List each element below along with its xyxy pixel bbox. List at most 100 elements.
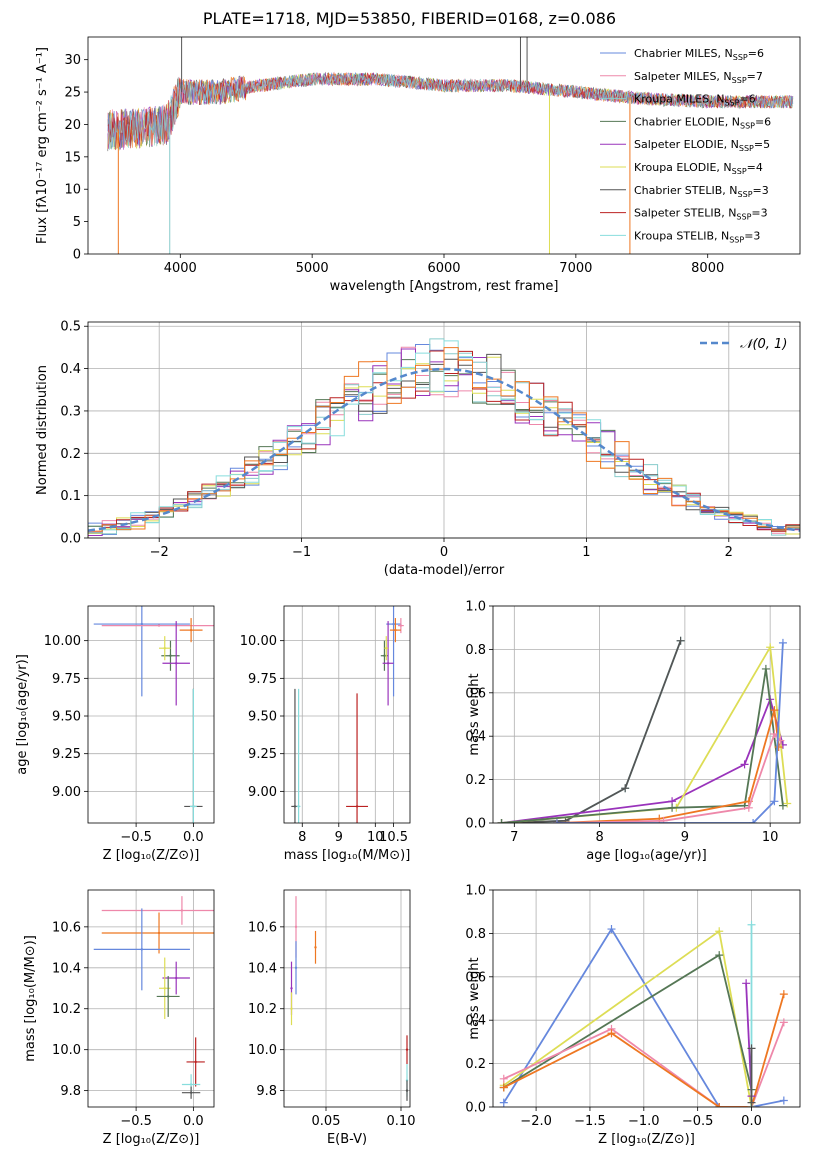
x-tick-label: 0.05 bbox=[312, 1114, 341, 1129]
y-tick-label: 10.0 bbox=[248, 1043, 277, 1058]
plus-marker bbox=[744, 803, 753, 812]
plus-marker bbox=[499, 1083, 508, 1092]
weight-series bbox=[497, 636, 685, 823]
data-point bbox=[140, 948, 144, 951]
x-tick-label: 10.5 bbox=[379, 830, 408, 845]
data-point bbox=[189, 628, 193, 632]
legend-entry: Salpeter ELODIE, NSSP=5 bbox=[634, 138, 770, 153]
x-axis-label: E(B-V) bbox=[327, 1132, 367, 1147]
plus-marker bbox=[740, 760, 749, 769]
errorbar-point bbox=[405, 1080, 409, 1101]
y-tick-label: 0.0 bbox=[465, 1101, 486, 1116]
data-point bbox=[386, 662, 390, 665]
y-tick-label: 1.0 bbox=[465, 884, 486, 899]
x-tick-label: 9 bbox=[335, 830, 343, 845]
data-point bbox=[163, 987, 166, 990]
errorbar-point bbox=[101, 912, 214, 954]
data-point bbox=[290, 987, 293, 990]
x-tick-label: 4000 bbox=[164, 261, 197, 276]
plus-marker bbox=[778, 801, 787, 810]
y-tick-label: 0.6 bbox=[465, 686, 486, 701]
errorbar-point bbox=[296, 688, 301, 823]
x-tick-label: −0.5 bbox=[682, 1114, 714, 1129]
y-tick-label: 10.4 bbox=[248, 961, 277, 976]
data-point bbox=[169, 654, 172, 657]
plus-marker bbox=[499, 1074, 508, 1083]
x-tick-label: −1.0 bbox=[628, 1114, 660, 1129]
errorbar-point bbox=[186, 1037, 205, 1087]
plus-marker bbox=[499, 1098, 508, 1107]
mass_vs_Z-plot-area bbox=[93, 896, 214, 1099]
plus-marker bbox=[668, 803, 677, 812]
y-tick-label: 9.50 bbox=[52, 710, 81, 725]
x-axis-label: Z [log₁₀(Z/Z⊙)] bbox=[598, 1132, 695, 1147]
age_vs_Z-plot-area bbox=[93, 606, 214, 823]
y-tick-label: 5 bbox=[73, 215, 81, 230]
data-point bbox=[293, 805, 297, 808]
legend-entry: Kroupa MILES, NSSP=6 bbox=[634, 93, 756, 108]
data-point bbox=[175, 662, 178, 665]
data-point bbox=[385, 646, 388, 650]
plus-marker bbox=[676, 636, 685, 645]
data-point bbox=[163, 646, 166, 650]
y-tick-label: 15 bbox=[64, 150, 81, 165]
normal-curve bbox=[88, 367, 800, 532]
series-line bbox=[501, 640, 682, 823]
y-tick-label: 30 bbox=[64, 53, 81, 68]
plus-marker bbox=[778, 638, 787, 647]
plus-marker bbox=[607, 1029, 616, 1038]
errorbar-point bbox=[290, 992, 293, 1026]
x-tick-label: 0.0 bbox=[183, 1114, 204, 1129]
y-tick-label: 9.25 bbox=[248, 747, 277, 762]
data-point bbox=[394, 628, 397, 632]
y-axis-label: Flux [fλ10⁻¹⁷ erg cm⁻² s⁻¹ A⁻¹] bbox=[35, 47, 50, 244]
errorbar-point bbox=[156, 975, 180, 1017]
y-tick-label: 0.2 bbox=[465, 773, 486, 788]
x-tick-label: −2.0 bbox=[520, 1114, 552, 1129]
x-axis-label: mass [log₁₀(M/M⊙)] bbox=[284, 848, 411, 863]
errorbar-point bbox=[386, 606, 401, 697]
y-tick-label: 0.8 bbox=[465, 927, 486, 942]
x-tick-label: 10 bbox=[762, 830, 779, 845]
data-point bbox=[355, 805, 359, 808]
y-tick-label: 25 bbox=[64, 86, 81, 101]
y-tick-label: 9.50 bbox=[248, 710, 277, 725]
y-axis-label: mass weight bbox=[467, 673, 482, 755]
data-point bbox=[294, 966, 298, 969]
y-tick-label: 9.8 bbox=[60, 1084, 81, 1099]
errorbar-point bbox=[101, 624, 214, 627]
data-point bbox=[192, 805, 195, 808]
legend-entry: 𝒩(0, 1) bbox=[740, 337, 787, 352]
series-line bbox=[557, 642, 784, 823]
y-tick-label: 9.25 bbox=[52, 747, 81, 762]
data-point bbox=[189, 1083, 193, 1086]
weight_vs_age-panel: 7 8 9 10 0.0 0.2 0.4 0.6 0.8 1.0 age [log₁₀(age/yr… bbox=[465, 600, 801, 863]
errorbar-point bbox=[161, 640, 180, 671]
errorbar-point bbox=[382, 621, 394, 706]
weight-series bbox=[497, 664, 787, 823]
series-line bbox=[503, 1022, 785, 1107]
plus-marker bbox=[497, 819, 506, 823]
y-tick-label: 0.6 bbox=[465, 970, 486, 985]
plus-marker bbox=[715, 1103, 724, 1107]
data-point bbox=[405, 1089, 409, 1092]
weight_vs_age-plot-area bbox=[497, 636, 792, 823]
weight_vs_Z-plot-area bbox=[499, 920, 788, 1107]
mass_vs_Z-axes-frame bbox=[87, 889, 215, 1108]
weight_vs_Z-panel: −2.0 −1.5 −1.0 −0.5 0.0 0.0 0.2 0.4 0.6 0.8 1.0 Z [… bbox=[465, 884, 801, 1147]
x-tick-label: 2 bbox=[725, 545, 733, 560]
x-tick-label: 7 bbox=[510, 830, 518, 845]
y-tick-label: 0.0 bbox=[465, 817, 486, 832]
series-line bbox=[556, 732, 782, 823]
errorbar-point bbox=[101, 896, 214, 925]
y-tick-label: 0.0 bbox=[60, 532, 81, 547]
plus-marker bbox=[715, 951, 724, 960]
weight-series bbox=[497, 695, 787, 823]
plus-marker bbox=[779, 990, 788, 999]
legend-entry: Chabrier STELIB, NSSP=3 bbox=[634, 184, 769, 199]
weight-series bbox=[552, 638, 787, 823]
y-tick-label: 10.00 bbox=[44, 634, 81, 649]
mass_vs_ebv-plot-area bbox=[290, 896, 409, 1101]
